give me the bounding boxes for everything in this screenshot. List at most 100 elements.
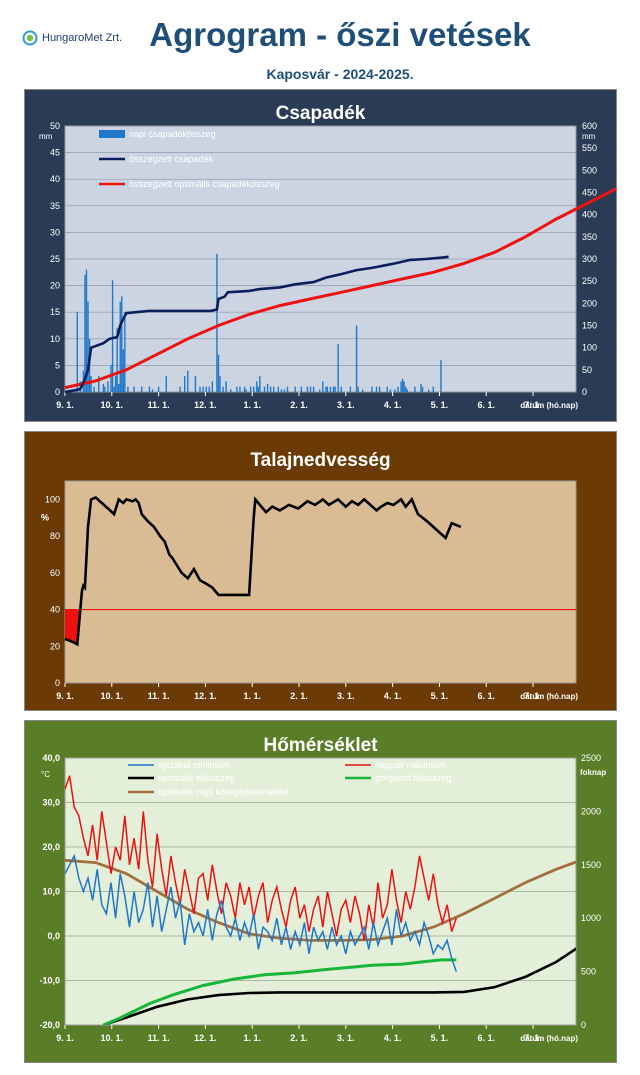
precipitation-bar — [121, 296, 123, 392]
precipitation-bar — [253, 386, 255, 392]
precipitation-bar — [386, 386, 388, 392]
x-tick-label: 4. 1. — [384, 400, 402, 410]
x-tick-label: 6. 1. — [477, 691, 495, 701]
page-subtitle: Kaposvár - 2024-2025. — [266, 66, 414, 82]
x-tick-label: 7. 1. — [524, 400, 542, 410]
precipitation-bar — [375, 386, 378, 392]
precipitation-bar — [349, 386, 352, 392]
precipitation-bar — [230, 389, 232, 392]
y2-tick-label: 1500 — [581, 860, 601, 870]
precipitation-bar — [432, 386, 434, 392]
legend-swatch-bar — [99, 130, 125, 138]
precipitation-bar — [329, 386, 332, 392]
y-tick-label: 80 — [50, 531, 60, 541]
x-axis-label: dátum (hó.nap) — [520, 1034, 578, 1043]
y-tick-label: -20,0 — [39, 1020, 60, 1030]
y2-tick-label: 2500 — [581, 753, 601, 763]
precipitation-bar — [269, 386, 272, 392]
precipitation-bar — [263, 386, 266, 392]
precipitation-bar — [90, 376, 92, 392]
y2-tick-label: 200 — [582, 298, 597, 308]
precipitation-bar — [245, 389, 247, 392]
precipitation-bar — [127, 386, 129, 392]
precipitation-bar — [249, 386, 252, 392]
precipitation-bar — [85, 269, 88, 392]
x-tick-label: 4. 1. — [384, 1033, 402, 1043]
legend-label: optimális hőösszeg — [158, 773, 235, 783]
precipitation-bar — [378, 386, 381, 392]
precipitation-bar — [222, 386, 224, 392]
precipitation-bar — [205, 386, 207, 392]
y-tick-label: 50 — [50, 121, 60, 131]
precipitation-bar — [165, 376, 167, 392]
y-tick-label: 25 — [50, 254, 60, 264]
x-tick-label: 1. 1. — [243, 1033, 261, 1043]
x-tick-label: 11. 1. — [148, 691, 170, 701]
legend-label: nappali maximum — [375, 760, 446, 770]
y-tick-label: 0,0 — [47, 931, 60, 941]
x-tick-label: 7. 1. — [524, 691, 542, 701]
y2-tick-label: 400 — [582, 210, 597, 220]
precipitation-bar — [98, 376, 100, 392]
precipitation-bar — [243, 386, 246, 392]
x-tick-label: 2. 1. — [290, 400, 308, 410]
precipitation-bar — [211, 381, 214, 392]
precipitation-bar — [362, 389, 364, 392]
temperature-chart: Hőmérséklet 9. 1. 10. 1. 11. 1. 12. 1. 1. 1. 2… — [25, 721, 616, 1062]
x-tick-label: 9. 1. — [56, 1033, 74, 1043]
y-tick-label: 15 — [50, 307, 60, 317]
precipitation-bar — [273, 386, 275, 392]
cumulative-precipitation-line — [64, 255, 449, 394]
y-tick-label: 60 — [50, 568, 60, 578]
precipitation-bar — [400, 381, 402, 392]
precipitation-bar — [116, 328, 118, 392]
x-tick-label: 9. 1. — [56, 400, 74, 410]
y2-axis-label: mm — [582, 132, 596, 141]
precipitation-bar — [202, 386, 204, 392]
precipitation-bar — [102, 384, 105, 392]
precipitation-bar — [397, 386, 399, 392]
precipitation-chart: Csapadék 9. 1. 10. 1. 11. 1. 12. 1. 1. 1. 2. 1… — [25, 90, 616, 421]
precipitation-bar — [225, 381, 227, 392]
x-tick-label: 6. 1. — [477, 1033, 495, 1043]
precipitation-bar — [280, 389, 283, 392]
optimal-precipitation-line — [64, 187, 616, 390]
precipitation-bar — [394, 389, 396, 392]
precipitation-bar — [179, 386, 181, 392]
page-title: Agrogram - őszi vetések — [149, 16, 531, 53]
x-tick-label: 3. 1. — [337, 400, 355, 410]
precipitation-bar — [306, 386, 309, 392]
precipitation-bar — [114, 376, 117, 392]
precipitation-bar — [110, 365, 112, 392]
precipitation-bar — [312, 386, 315, 392]
y-tick-label: 20,0 — [42, 842, 60, 852]
x-tick-label: 10. 1. — [101, 691, 124, 701]
precipitation-bar — [133, 386, 135, 392]
precipitation-bar — [194, 376, 197, 392]
legend-label: napi csapadékösszeg — [129, 129, 216, 139]
y-tick-label: 30,0 — [42, 798, 60, 808]
precipitation-bar — [283, 389, 286, 392]
soil-moisture-line — [64, 495, 462, 647]
precipitation-bar — [325, 386, 327, 392]
logo-text: HungaroMet Zrt. — [42, 32, 123, 44]
y2-tick-label: 0 — [582, 387, 587, 397]
precipitation-bar — [148, 386, 151, 392]
optimal-mean-temperature-line — [65, 858, 576, 942]
precipitation-bar — [219, 376, 221, 392]
x-tick-label: 12. 1. — [194, 691, 217, 701]
precipitation-bar — [239, 386, 241, 392]
y2-tick-label: 2000 — [581, 806, 601, 816]
y2-tick-label: 250 — [582, 276, 597, 286]
precipitation-bar — [277, 386, 279, 392]
precipitation-bar — [403, 381, 405, 392]
y-tick-label: 0 — [55, 678, 60, 688]
logo: HungaroMet Zrt. — [22, 30, 122, 46]
y-tick-label: 40 — [50, 605, 60, 615]
nightly-minimum-line — [65, 853, 458, 972]
precipitation-bar — [84, 274, 86, 392]
y2-tick-label: 300 — [582, 254, 597, 264]
precipitation-bar — [389, 389, 392, 392]
x-tick-label: 5. 1. — [431, 691, 449, 701]
precipitation-bar — [286, 386, 289, 392]
